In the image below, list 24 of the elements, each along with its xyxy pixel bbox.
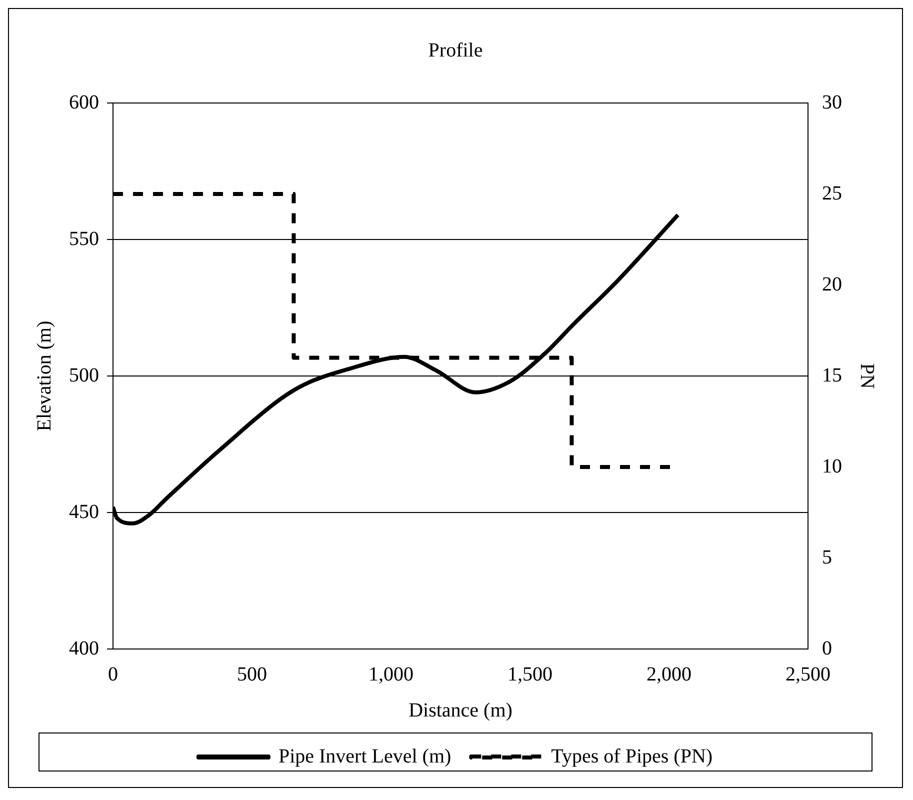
chart-title: Profile — [428, 39, 483, 62]
x-tick-label: 2,500 — [786, 663, 830, 686]
y-tick-label: 500 — [69, 364, 99, 386]
y2-axis-title: PN — [856, 363, 878, 389]
y-axis-title: Elevation (m) — [33, 320, 56, 432]
y-tick-label: 550 — [69, 228, 99, 250]
y2-tick-label: 25 — [822, 182, 842, 204]
legend-label: Pipe Invert Level (m) — [278, 745, 452, 768]
legend-label: Types of Pipes (PN) — [551, 745, 713, 768]
x-tick-label: 500 — [237, 663, 267, 686]
y-tick-label: 450 — [69, 500, 99, 523]
y-tick-label: 600 — [69, 91, 99, 114]
y-tick-label: 400 — [69, 637, 99, 660]
x-tick-label: 1,000 — [368, 663, 414, 686]
y2-tick-label: 15 — [822, 364, 842, 386]
x-axis-title: Distance (m) — [408, 699, 512, 722]
x-tick-label: 1,500 — [508, 663, 552, 686]
y2-tick-label: 0 — [822, 637, 832, 660]
x-tick-label: 2,000 — [646, 663, 692, 686]
x-tick-label: 0 — [108, 663, 118, 686]
y2-tick-label: 30 — [822, 91, 842, 114]
y2-tick-label: 10 — [822, 455, 842, 478]
y2-tick-label: 5 — [822, 546, 832, 568]
y2-tick-label: 20 — [822, 273, 842, 296]
